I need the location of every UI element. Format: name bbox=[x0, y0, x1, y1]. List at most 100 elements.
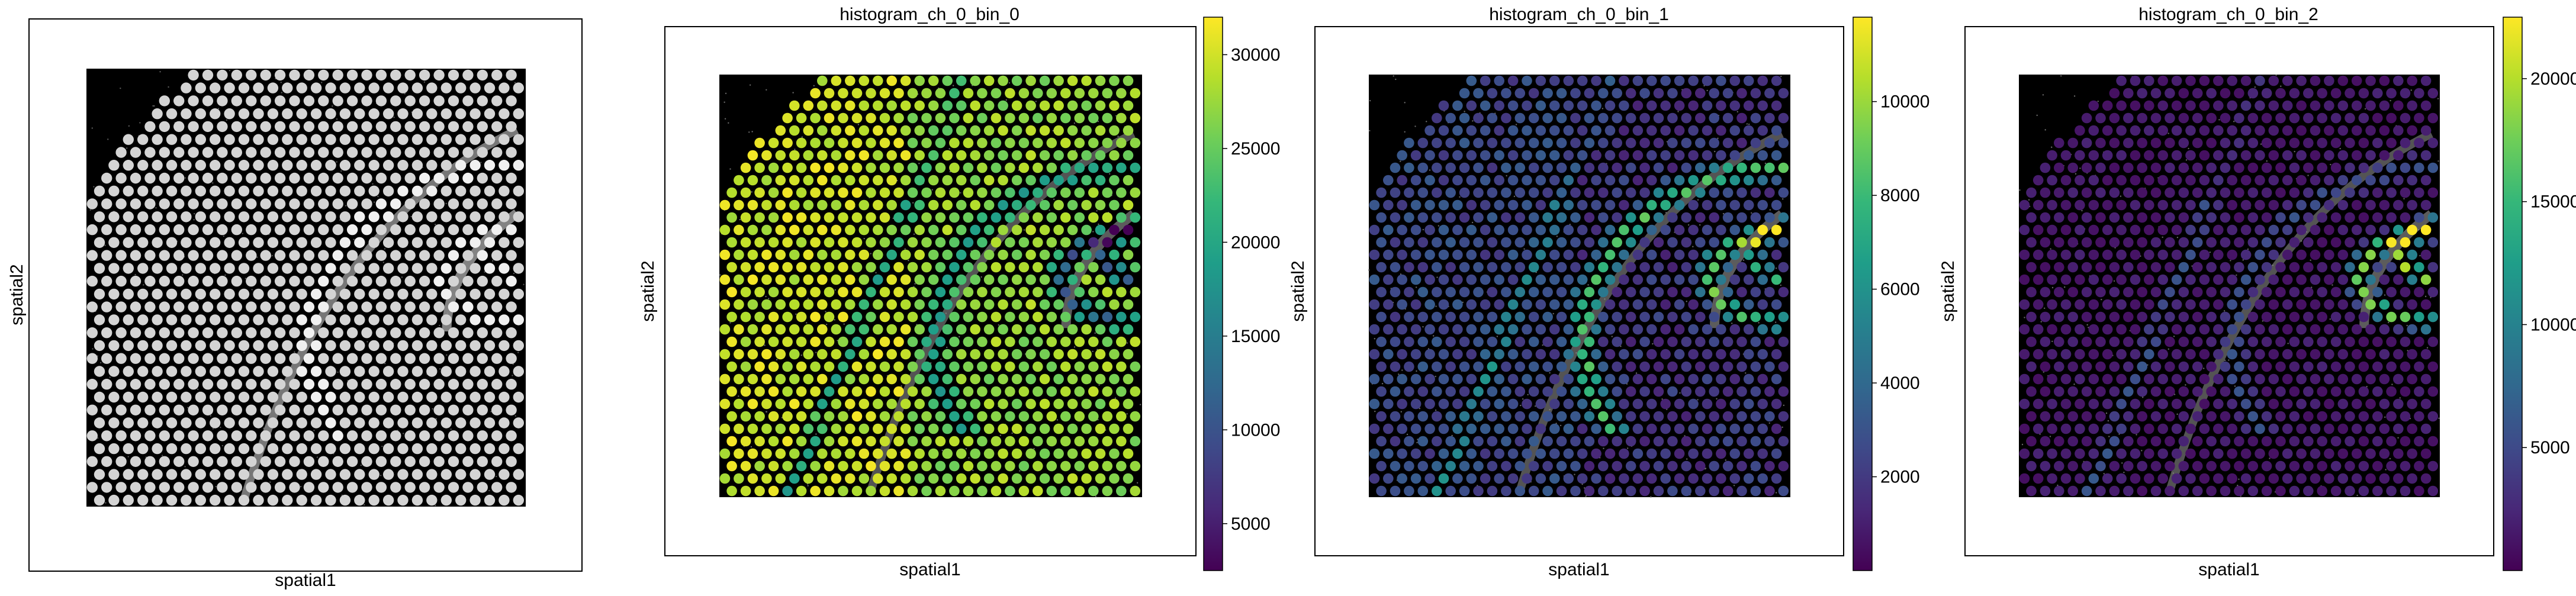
spot bbox=[296, 263, 307, 274]
spot bbox=[462, 275, 474, 287]
spot bbox=[1383, 224, 1394, 236]
spot bbox=[2047, 398, 2057, 410]
spot bbox=[1549, 398, 1560, 410]
spot bbox=[1667, 237, 1678, 248]
spot bbox=[491, 224, 503, 236]
spot bbox=[404, 275, 416, 287]
spot bbox=[433, 456, 445, 467]
spot bbox=[137, 160, 149, 171]
spot bbox=[115, 301, 127, 313]
spot bbox=[2427, 88, 2439, 99]
spot bbox=[977, 212, 988, 223]
spot bbox=[1528, 436, 1539, 447]
spot bbox=[1702, 373, 1713, 385]
spot bbox=[1681, 262, 1692, 273]
spot bbox=[2171, 75, 2182, 86]
spot bbox=[817, 324, 828, 335]
spot bbox=[2268, 473, 2279, 484]
spot bbox=[137, 211, 149, 223]
spot bbox=[2240, 75, 2252, 86]
spot bbox=[260, 456, 271, 467]
spot bbox=[1432, 137, 1442, 149]
spot bbox=[1005, 286, 1015, 298]
spot bbox=[462, 69, 474, 81]
spot bbox=[2393, 473, 2404, 484]
spot bbox=[368, 469, 380, 480]
spot bbox=[375, 147, 387, 158]
spot bbox=[1619, 473, 1629, 484]
spot bbox=[810, 460, 821, 472]
spot bbox=[2171, 349, 2182, 360]
spot bbox=[858, 299, 870, 310]
spot bbox=[921, 187, 932, 198]
spot bbox=[1542, 411, 1553, 422]
spot bbox=[949, 361, 960, 372]
spot bbox=[181, 263, 192, 274]
spot bbox=[2427, 137, 2439, 149]
spot bbox=[942, 199, 953, 211]
spot bbox=[1522, 125, 1532, 136]
spot bbox=[397, 263, 409, 274]
spot bbox=[1018, 485, 1030, 497]
spot bbox=[803, 299, 814, 310]
spot bbox=[2386, 436, 2397, 447]
spot bbox=[845, 249, 856, 260]
spot bbox=[998, 324, 1008, 335]
spot bbox=[2420, 175, 2432, 186]
spot bbox=[346, 198, 358, 210]
spot bbox=[2185, 100, 2196, 111]
spot bbox=[1410, 199, 1422, 211]
spot bbox=[1709, 485, 1719, 497]
spot bbox=[1771, 249, 1782, 260]
spot bbox=[310, 469, 322, 480]
spot bbox=[404, 250, 416, 261]
spot bbox=[2365, 349, 2376, 360]
spot bbox=[2234, 137, 2244, 149]
spot bbox=[2317, 386, 2327, 397]
spot bbox=[152, 314, 163, 326]
y-axis-label: spatial2 bbox=[638, 260, 658, 321]
spot bbox=[462, 224, 474, 236]
spot bbox=[1577, 299, 1588, 310]
spot bbox=[2199, 398, 2210, 410]
spot bbox=[2407, 100, 2417, 111]
spot bbox=[1604, 448, 1616, 459]
spot bbox=[2345, 311, 2355, 323]
spot bbox=[831, 423, 842, 434]
spot bbox=[2275, 112, 2286, 124]
spot bbox=[455, 211, 467, 223]
spot bbox=[866, 112, 876, 124]
spot bbox=[1039, 299, 1050, 310]
spot bbox=[1369, 473, 1380, 484]
spot bbox=[267, 417, 279, 429]
spot bbox=[448, 275, 459, 287]
spot bbox=[2150, 286, 2162, 298]
spot bbox=[942, 398, 953, 410]
spot bbox=[1025, 398, 1036, 410]
spot bbox=[2206, 112, 2217, 124]
spot bbox=[238, 82, 250, 94]
spot bbox=[824, 386, 835, 397]
spot bbox=[1109, 448, 1120, 459]
spot bbox=[1716, 150, 1726, 161]
spot bbox=[2337, 125, 2349, 136]
spot bbox=[2268, 423, 2279, 434]
spot bbox=[1109, 224, 1120, 236]
spot bbox=[188, 482, 199, 493]
spot bbox=[354, 82, 365, 94]
spot bbox=[1591, 125, 1601, 136]
spot bbox=[1011, 100, 1022, 111]
spot bbox=[2337, 150, 2349, 161]
spot bbox=[782, 162, 793, 173]
spot bbox=[983, 150, 995, 161]
spot bbox=[375, 95, 387, 107]
spot bbox=[789, 423, 800, 434]
spot bbox=[2345, 411, 2355, 422]
spot bbox=[1646, 448, 1657, 459]
spot bbox=[2400, 88, 2411, 99]
spot bbox=[2026, 311, 2037, 323]
spot bbox=[1067, 125, 1078, 136]
spot bbox=[886, 150, 897, 161]
spot bbox=[1011, 299, 1022, 310]
spot bbox=[1764, 162, 1775, 173]
